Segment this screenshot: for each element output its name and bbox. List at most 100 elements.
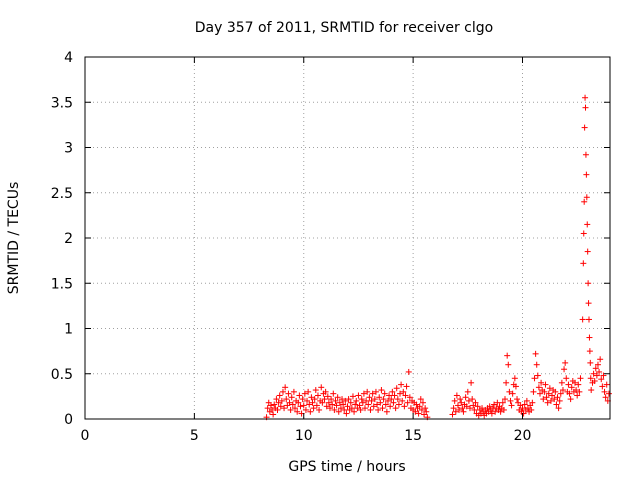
data-point <box>463 403 470 410</box>
data-point <box>540 396 547 403</box>
data-point <box>370 403 377 410</box>
data-point <box>332 397 339 404</box>
data-point <box>452 408 459 415</box>
data-point <box>413 401 420 408</box>
data-point <box>372 388 379 395</box>
data-point <box>488 410 495 417</box>
data-point <box>557 390 564 397</box>
data-point <box>377 399 384 406</box>
data-point <box>386 392 393 399</box>
data-point <box>271 401 278 408</box>
data-point <box>449 411 456 418</box>
data-point <box>500 406 507 413</box>
data-point <box>401 403 408 410</box>
y-axis-label: SRMTID / TECUs <box>6 182 22 295</box>
data-point <box>582 151 589 158</box>
data-point <box>419 399 426 406</box>
data-point <box>521 401 528 408</box>
data-point <box>465 397 472 404</box>
data-point <box>358 396 365 403</box>
data-point <box>313 402 320 409</box>
data-point <box>277 403 284 410</box>
data-point <box>535 384 542 391</box>
data-point <box>497 408 504 415</box>
data-point <box>417 396 424 403</box>
data-point <box>270 411 277 418</box>
y-tick-label: 2 <box>64 231 73 247</box>
data-point <box>599 383 606 390</box>
data-point <box>404 399 411 406</box>
data-point <box>544 399 551 406</box>
data-point <box>593 372 600 379</box>
data-point <box>486 403 493 410</box>
data-point <box>469 396 476 403</box>
data-point <box>371 396 378 403</box>
data-point <box>403 383 410 390</box>
data-point <box>585 280 592 287</box>
data-point <box>519 405 526 412</box>
data-point <box>353 397 360 404</box>
data-point <box>283 396 290 403</box>
data-point <box>394 396 401 403</box>
data-point <box>601 388 608 395</box>
data-point <box>534 372 541 379</box>
data-point <box>468 379 475 386</box>
data-point <box>399 397 406 404</box>
data-point <box>547 397 554 404</box>
data-point <box>551 396 558 403</box>
data-point <box>503 379 510 386</box>
data-point <box>375 406 382 413</box>
data-point <box>577 375 584 382</box>
data-point <box>553 401 560 408</box>
data-point <box>355 392 362 399</box>
data-point <box>278 397 285 404</box>
data-point <box>552 388 559 395</box>
data-point <box>586 334 593 341</box>
data-point <box>591 377 598 384</box>
data-point <box>580 230 587 237</box>
data-point <box>492 408 499 415</box>
data-point <box>299 396 306 403</box>
data-point <box>398 381 405 388</box>
data-point <box>368 397 375 404</box>
data-point <box>337 405 344 412</box>
data-point <box>506 388 513 395</box>
data-point <box>555 405 562 412</box>
data-point <box>520 410 527 417</box>
data-point <box>502 396 508 403</box>
data-point <box>462 394 469 401</box>
y-tick-label: 3 <box>64 141 73 157</box>
data-point <box>360 390 367 397</box>
data-point <box>345 396 352 403</box>
data-point <box>330 390 337 397</box>
data-point <box>459 405 466 412</box>
data-point <box>556 397 563 404</box>
data-point <box>335 408 342 415</box>
data-point <box>316 406 323 413</box>
data-point <box>312 387 319 394</box>
data-point <box>507 397 514 404</box>
data-point <box>583 194 590 201</box>
data-point <box>537 390 543 397</box>
data-point <box>504 352 511 359</box>
data-point <box>382 401 389 408</box>
data-point <box>333 402 340 409</box>
data-point <box>584 221 591 228</box>
data-point <box>402 392 409 399</box>
data-point <box>264 405 271 412</box>
data-point <box>305 388 312 395</box>
data-point <box>467 405 473 412</box>
data-point <box>310 405 317 412</box>
data-point <box>285 390 292 397</box>
data-point <box>422 405 429 412</box>
data-point <box>331 406 338 413</box>
data-point <box>388 396 395 403</box>
data-point <box>586 348 593 355</box>
data-point <box>597 356 604 363</box>
data-point <box>301 390 308 397</box>
data-point <box>538 379 545 386</box>
data-point <box>509 390 516 397</box>
data-point <box>574 392 581 399</box>
data-point <box>302 406 309 413</box>
data-point <box>314 392 321 399</box>
